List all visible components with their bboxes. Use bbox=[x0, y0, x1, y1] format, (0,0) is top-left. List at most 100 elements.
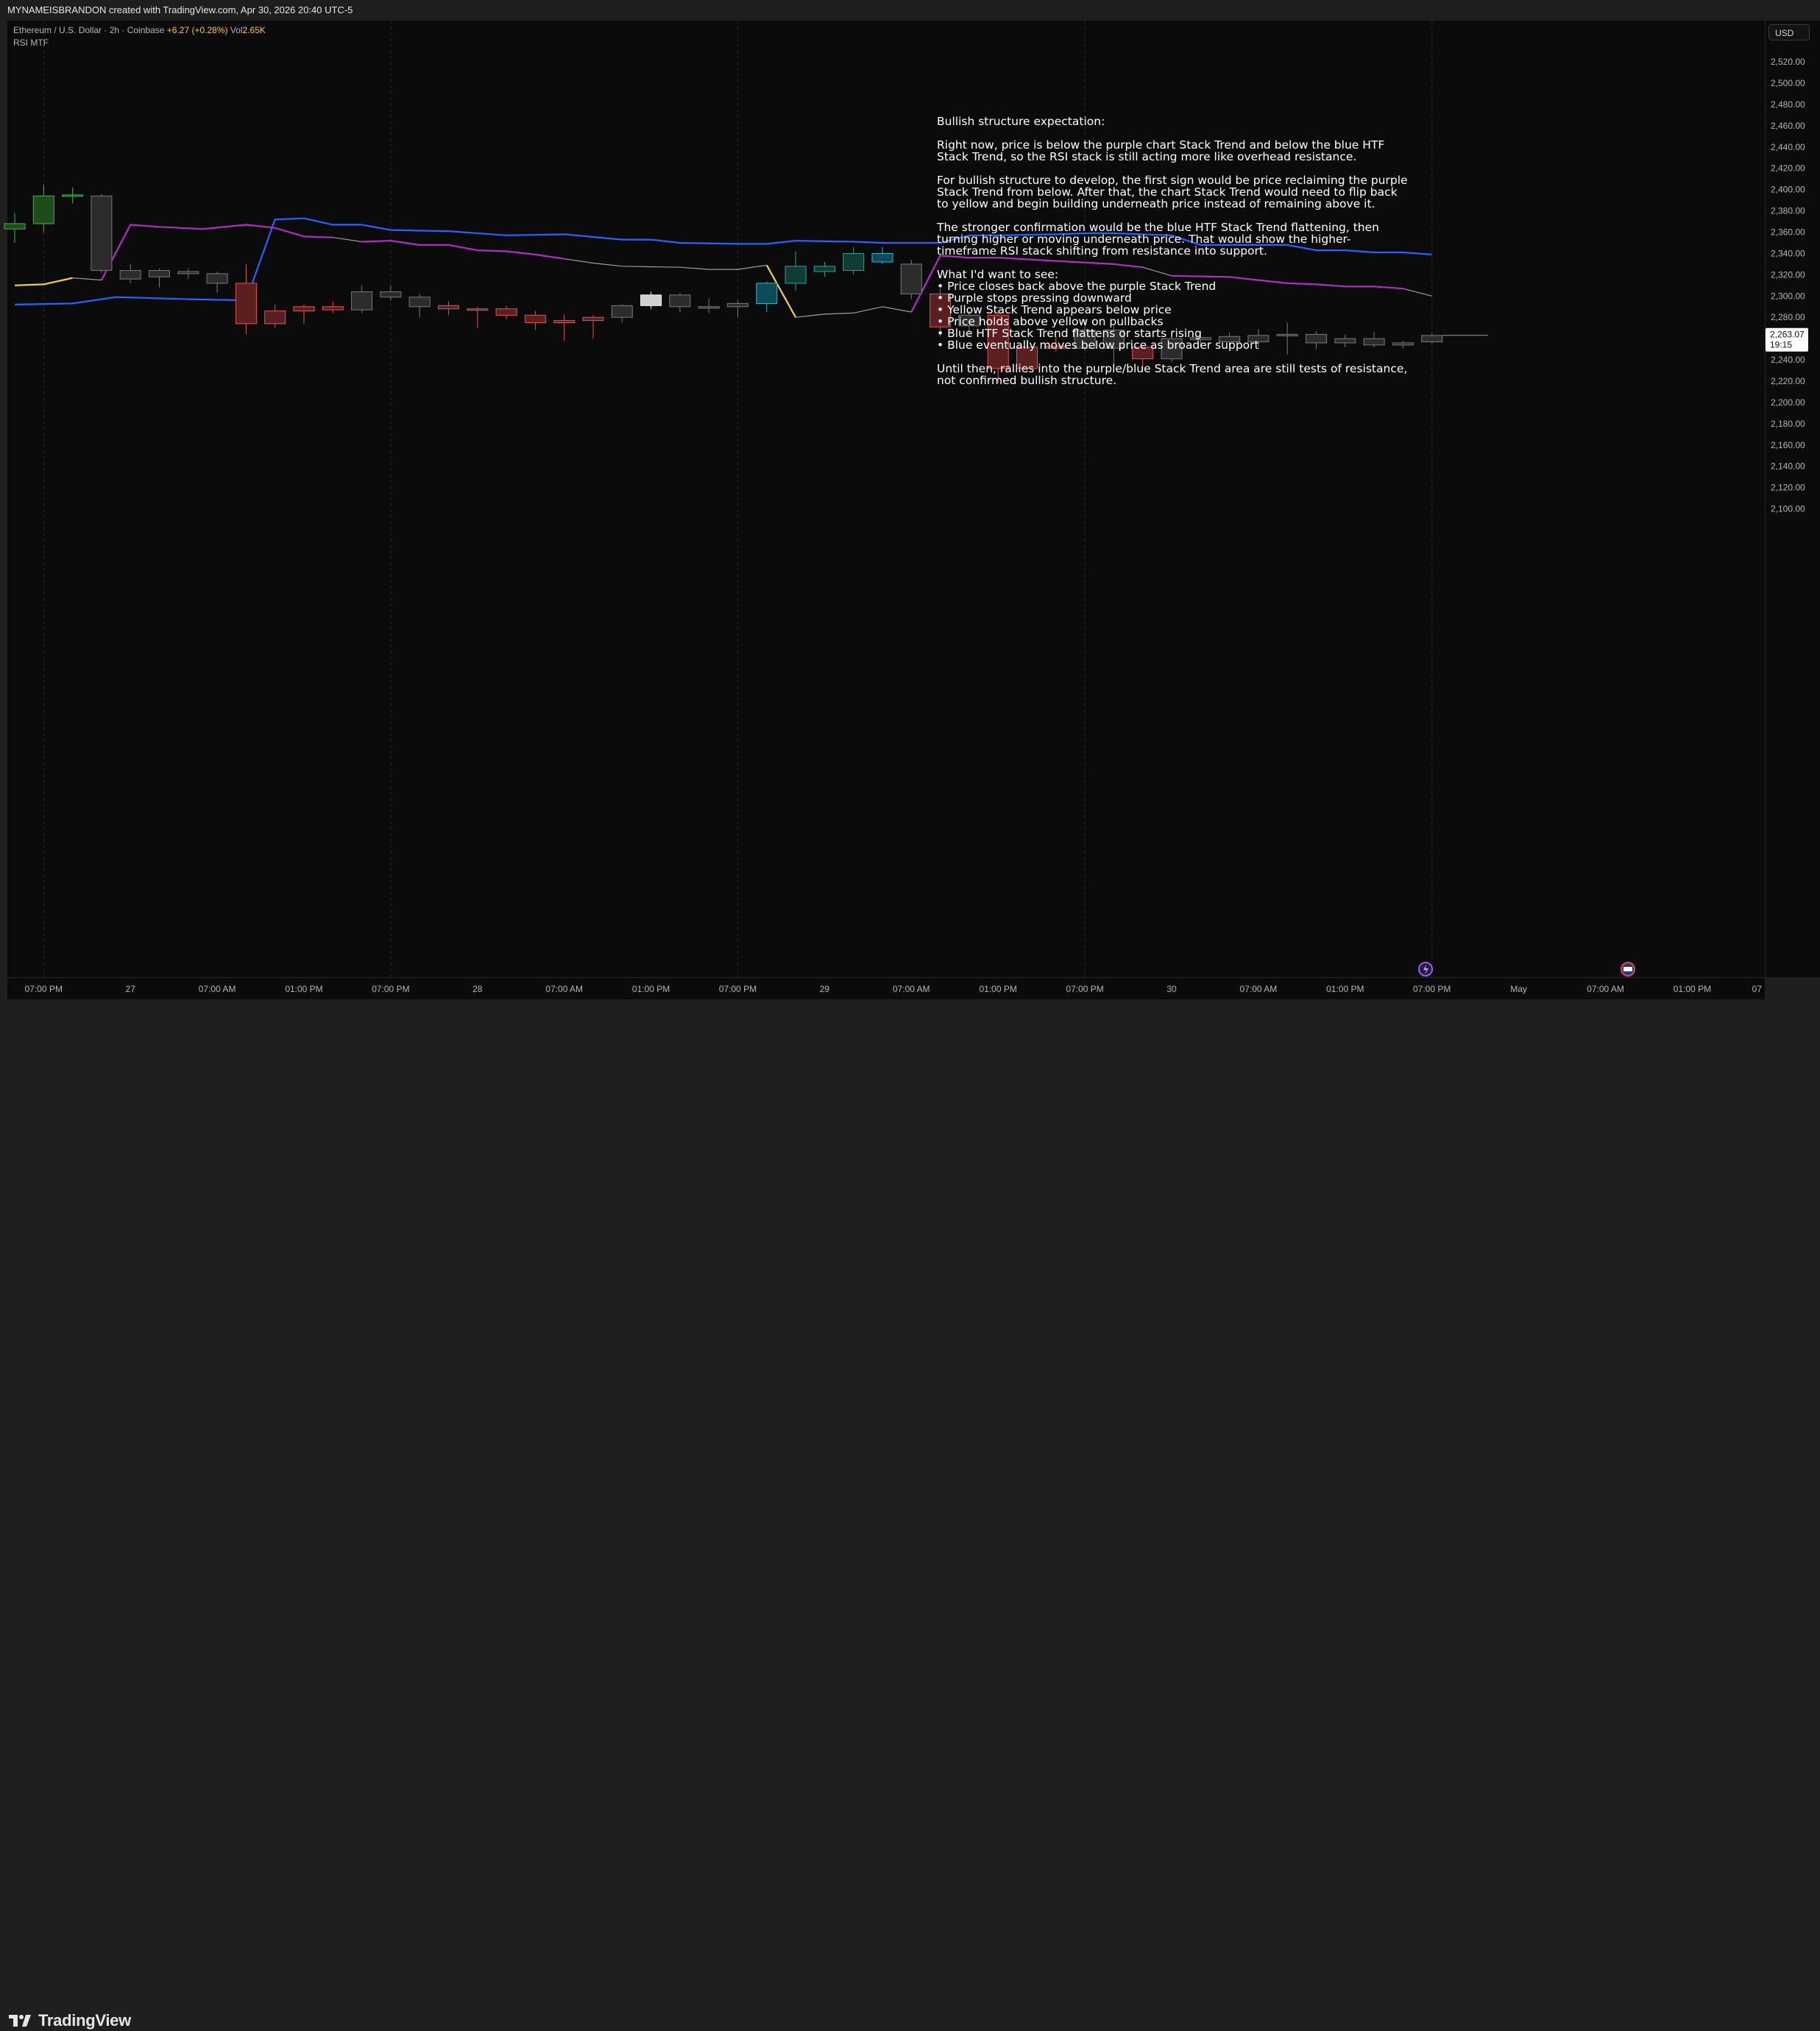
price-tick-label: 2,140.00 bbox=[1771, 461, 1805, 472]
currency-button[interactable]: USD bbox=[1768, 24, 1810, 40]
candle-body bbox=[553, 320, 576, 323]
stack-trend-line bbox=[14, 217, 1432, 305]
time-tick-label: 07 bbox=[1752, 984, 1763, 994]
candle-body bbox=[813, 266, 835, 272]
candle-body bbox=[582, 316, 604, 322]
candle-body bbox=[438, 305, 459, 310]
price-tick-label: 2,420.00 bbox=[1771, 163, 1805, 174]
time-tick-label: 01:00 PM bbox=[1326, 984, 1364, 994]
candle-body bbox=[698, 306, 720, 309]
volume-label: Vol bbox=[230, 25, 243, 35]
candle-body bbox=[1421, 335, 1443, 342]
price-tick-label: 2,360.00 bbox=[1771, 227, 1805, 238]
price-tick-label: 2,240.00 bbox=[1771, 355, 1805, 365]
tradingview-logo-icon bbox=[9, 2015, 31, 2027]
price-tick-label: 2,480.00 bbox=[1771, 99, 1805, 110]
candle-body bbox=[785, 266, 807, 284]
price-tick-label: 2,100.00 bbox=[1771, 504, 1805, 514]
note-list-heading: What I'd want to see: bbox=[937, 268, 1059, 281]
time-tick-label: 28 bbox=[472, 984, 483, 994]
price-tick-label: 2,180.00 bbox=[1771, 419, 1805, 429]
chart-pane[interactable] bbox=[7, 21, 1765, 977]
candle-body bbox=[177, 271, 199, 274]
candle-body bbox=[843, 252, 865, 272]
analysis-note: Bullish structure expectation: Right now… bbox=[937, 116, 1408, 398]
time-tick-label: 07:00 PM bbox=[1066, 984, 1103, 994]
candle-body bbox=[264, 311, 286, 325]
time-tick-label: May bbox=[1510, 984, 1527, 994]
candle-body bbox=[62, 194, 84, 197]
time-tick-label: 07:00 AM bbox=[199, 984, 236, 994]
price-change: +6.27 (+0.28%) bbox=[166, 25, 228, 35]
volume-value: 2.65K bbox=[242, 25, 266, 35]
price-tick-label: 2,400.00 bbox=[1771, 185, 1805, 195]
candle-body bbox=[32, 195, 54, 224]
price-tick-label: 2,160.00 bbox=[1771, 440, 1805, 450]
last-price-label: 2,263.07 bbox=[1770, 330, 1805, 340]
stack-trend-line bbox=[72, 277, 102, 281]
lightning-event-icon bbox=[1423, 965, 1428, 974]
time-tick-label: 01:00 PM bbox=[632, 984, 670, 994]
countdown-label: 19:15 bbox=[1770, 340, 1792, 350]
stack-trend-line bbox=[796, 306, 912, 318]
candle-body bbox=[4, 223, 26, 230]
price-tick-label: 2,280.00 bbox=[1771, 312, 1805, 322]
stack-trend-line bbox=[1142, 266, 1172, 277]
attribution-text: MYNAMEISBRANDON created with TradingView… bbox=[7, 4, 353, 15]
candle-body bbox=[91, 195, 113, 272]
stack-trend-line bbox=[910, 255, 1143, 313]
time-tick-label: 07:00 AM bbox=[545, 984, 583, 994]
stack-trend-line bbox=[100, 224, 333, 281]
candle-body bbox=[293, 306, 315, 312]
time-tick-label: 01:00 PM bbox=[1674, 984, 1711, 994]
time-tick-label: 07:00 PM bbox=[25, 984, 63, 994]
candle-body bbox=[611, 305, 633, 318]
time-tick-label: 07:00 AM bbox=[1587, 984, 1624, 994]
price-tick-label: 2,380.00 bbox=[1771, 206, 1805, 216]
candle-body bbox=[495, 308, 517, 316]
time-tick-label: 07:00 PM bbox=[1413, 984, 1451, 994]
economic-event-icon bbox=[1624, 967, 1632, 971]
price-tick-label: 2,520.00 bbox=[1771, 57, 1805, 67]
time-tick-label: 01:00 PM bbox=[980, 984, 1017, 994]
price-chart[interactable]: 2,520.00 2,500.00 2,480.00 2,460.00 2,440.00… bbox=[0, 0, 1820, 1043]
symbol-legend[interactable]: Ethereum / U.S. Dollar · 2h · Coinbase +… bbox=[13, 25, 266, 35]
axis-labels: 2,520.00 2,500.00 2,480.00 2,460.00 2,440.00… bbox=[25, 57, 1805, 994]
note-paragraph-2: For bullish structure to develop, the fi… bbox=[937, 174, 1408, 210]
candle-body bbox=[351, 291, 373, 311]
time-tick-label: 07:00 PM bbox=[719, 984, 757, 994]
price-axis[interactable] bbox=[1765, 21, 1820, 977]
price-tick-label: 2,320.00 bbox=[1771, 269, 1805, 280]
note-list-item: Purple stops pressing downward bbox=[937, 292, 1408, 304]
indicator-name[interactable]: RSI MTF bbox=[13, 38, 49, 48]
note-heading: Bullish structure expectation: bbox=[937, 115, 1105, 128]
time-tick-label: 29 bbox=[820, 984, 830, 994]
note-list: Price closes back above the purple Stack… bbox=[937, 280, 1408, 351]
time-axis[interactable] bbox=[7, 977, 1765, 1000]
symbol-title[interactable]: Ethereum / U.S. Dollar · 2h · Coinbase bbox=[13, 25, 165, 35]
stack-trend-line bbox=[333, 237, 362, 243]
price-tick-label: 2,220.00 bbox=[1771, 376, 1805, 386]
candle-body bbox=[727, 302, 748, 308]
indicator-legend[interactable]: RSI MTF bbox=[13, 38, 49, 48]
note-paragraph-3: The stronger confirmation would be the b… bbox=[937, 221, 1379, 258]
candle-body bbox=[206, 273, 228, 284]
candle-body bbox=[467, 308, 489, 311]
price-tick-label: 2,500.00 bbox=[1771, 78, 1805, 88]
stack-trend-line bbox=[564, 258, 767, 270]
candle-body bbox=[640, 294, 662, 306]
stack-trend-line bbox=[14, 277, 73, 286]
grid bbox=[43, 21, 1433, 977]
time-tick-label: 30 bbox=[1166, 984, 1177, 994]
price-tick-label: 2,460.00 bbox=[1771, 121, 1805, 131]
note-paragraph-4: Until then, rallies into the purple/blue… bbox=[937, 362, 1408, 387]
candle-body bbox=[119, 270, 141, 280]
time-tick-label: 01:00 PM bbox=[285, 984, 322, 994]
note-list-item: Blue eventually moves below price as bro… bbox=[937, 339, 1408, 351]
candle-body bbox=[408, 297, 431, 308]
candle-body bbox=[322, 306, 344, 311]
tradingview-logo[interactable]: TradingView bbox=[9, 2010, 131, 2031]
time-tick-label: 07:00 AM bbox=[1240, 984, 1278, 994]
candle-body bbox=[900, 263, 922, 294]
footer-bar: TradingView bbox=[0, 999, 1820, 2030]
